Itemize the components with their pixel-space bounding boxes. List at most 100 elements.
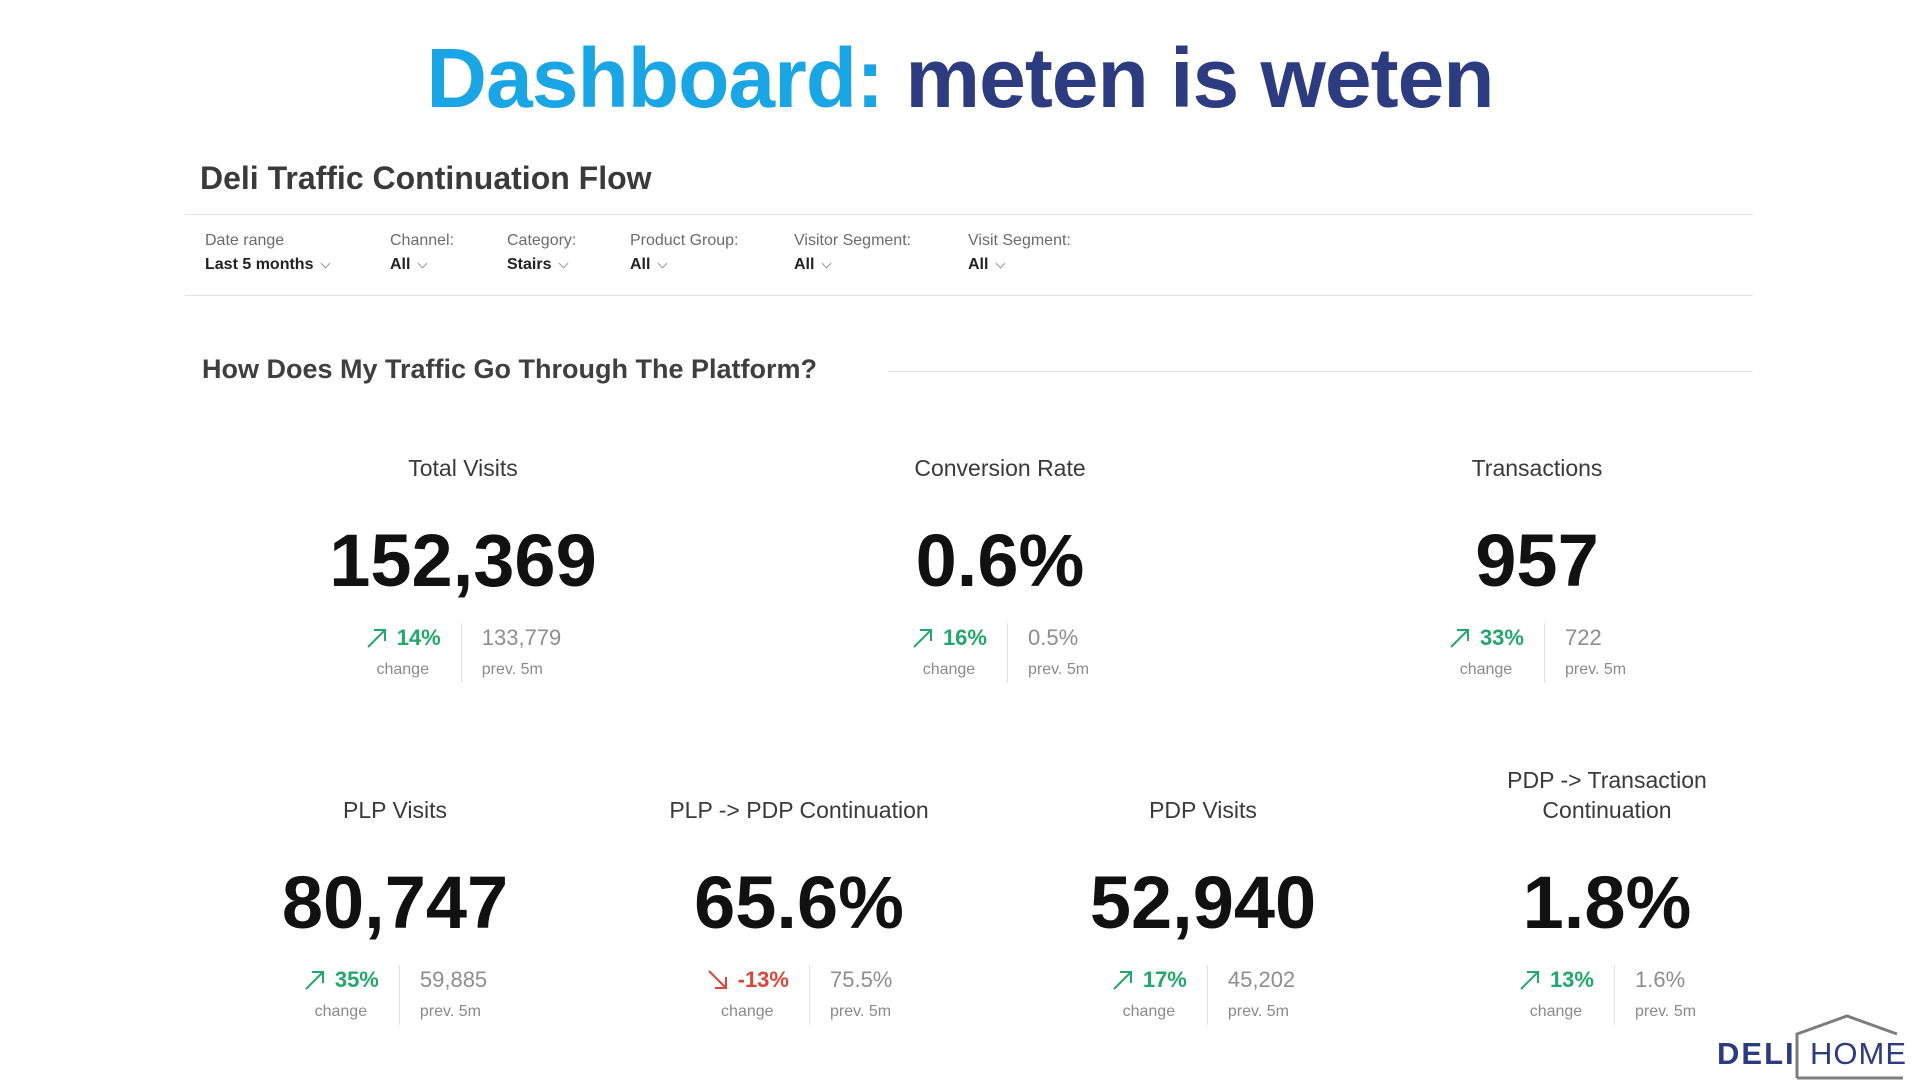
- metric-pdp-transaction-continuation: PDP -> Transaction Continuation 1.8% 13%…: [1377, 765, 1837, 1025]
- change-column: 35% change: [303, 965, 400, 1025]
- metric-value: 52,940: [1089, 861, 1317, 944]
- change-percent: -13%: [737, 967, 789, 992]
- dashboard-title: Deli Traffic Continuation Flow: [200, 160, 652, 196]
- change-value: 14%: [365, 623, 441, 653]
- previous-column: 0.5% prev. 5m: [1008, 623, 1089, 683]
- filter-value: All: [968, 256, 989, 273]
- change-column: -13% change: [706, 965, 810, 1025]
- previous-caption: prev. 5m: [829, 1003, 892, 1020]
- change-column: 33% change: [1448, 623, 1545, 683]
- chevron-down-icon: [996, 258, 1006, 268]
- arrow-up-right-icon: [1520, 971, 1539, 990]
- arrow-down-right-icon: [707, 970, 727, 989]
- deli-home-logo: DELI HOME: [1717, 1012, 1907, 1080]
- metric-comparison: 16% change 0.5% prev. 5m: [770, 623, 1230, 683]
- metric-comparison: 14% change 133,779 prev. 5m: [233, 623, 693, 683]
- filter-visitor-segment[interactable]: Visitor Segment: All: [794, 232, 911, 274]
- previous-caption: prev. 5m: [1227, 1003, 1289, 1020]
- filter-category[interactable]: Category: Stairs: [507, 232, 576, 274]
- chevron-down-icon: [321, 258, 331, 268]
- header-divider: [185, 214, 1753, 215]
- previous-value: 45,202: [1227, 967, 1296, 992]
- previous-caption: prev. 5m: [1564, 661, 1627, 678]
- change-caption: change: [721, 1003, 774, 1020]
- filter-label: Date range: [205, 232, 285, 249]
- previous-column: 75.5% prev. 5m: [810, 965, 892, 1025]
- metric-total-visits: Total Visits 152,369 14% change 133,779 …: [233, 423, 693, 683]
- house-outline-icon: [1795, 1014, 1903, 1080]
- metric-value: 1.8%: [1522, 861, 1692, 944]
- section-rule: [888, 371, 1753, 372]
- previous-column: 59,885 prev. 5m: [400, 965, 487, 1025]
- filter-label: Visit Segment:: [968, 232, 1071, 249]
- change-percent: 16%: [942, 625, 987, 650]
- metric-comparison: 33% change 722 prev. 5m: [1307, 623, 1767, 683]
- change-percent: 33%: [1479, 625, 1524, 650]
- metric-plp-pdp-continuation: PLP -> PDP Continuation 65.6% -13% chang…: [569, 765, 1029, 1025]
- change-value: 16%: [911, 623, 987, 653]
- change-value: 33%: [1448, 623, 1524, 653]
- metric-label: Total Visits: [408, 455, 518, 481]
- filter-dropdown[interactable]: All: [390, 256, 454, 274]
- filter-value: Last 5 months: [205, 256, 314, 273]
- chevron-down-icon: [559, 258, 569, 268]
- metric-plp-visits: PLP Visits 80,747 35% change 59,885 prev…: [165, 765, 625, 1025]
- change-caption: change: [1459, 661, 1513, 678]
- metric-comparison: 13% change 1.6% prev. 5m: [1377, 965, 1837, 1025]
- chevron-down-icon: [658, 258, 668, 268]
- previous-caption: prev. 5m: [1634, 1003, 1697, 1020]
- change-percent: 14%: [396, 625, 441, 650]
- chevron-down-icon: [418, 258, 428, 268]
- metric-value: 80,747: [281, 861, 509, 944]
- filter-dropdown[interactable]: Last 5 months: [205, 256, 331, 274]
- filter-channel[interactable]: Channel: All: [390, 232, 454, 274]
- filter-dropdown[interactable]: All: [968, 256, 1071, 274]
- metric-value: 0.6%: [915, 519, 1085, 602]
- arrow-up-right-icon: [366, 629, 386, 648]
- filter-label: Channel:: [390, 232, 455, 249]
- previous-value: 722: [1564, 625, 1602, 650]
- filter-dropdown[interactable]: Stairs: [507, 256, 576, 274]
- metric-comparison: -13% change 75.5% prev. 5m: [569, 965, 1029, 1025]
- previous-value: 59,885: [419, 967, 488, 992]
- previous-column: 722 prev. 5m: [1545, 623, 1626, 683]
- filter-product-group[interactable]: Product Group: All: [630, 232, 739, 274]
- previous-caption: prev. 5m: [481, 661, 543, 678]
- metric-label: Transactions: [1471, 455, 1603, 481]
- filter-value: Stairs: [507, 256, 552, 273]
- change-value: 13%: [1518, 965, 1594, 995]
- filter-label: Product Group:: [630, 232, 739, 249]
- previous-value: 75.5%: [829, 967, 893, 992]
- change-column: 14% change: [365, 623, 462, 683]
- metric-label: Conversion Rate: [914, 455, 1086, 481]
- filter-value: All: [794, 256, 815, 273]
- slide-title-accent: Dashboard:: [426, 31, 884, 125]
- change-caption: change: [314, 1003, 368, 1020]
- previous-caption: prev. 5m: [419, 1003, 481, 1020]
- previous-value: 0.5%: [1027, 625, 1079, 650]
- filter-divider: [185, 295, 1753, 296]
- arrow-up-right-icon: [913, 629, 932, 648]
- filter-value: All: [390, 256, 411, 273]
- change-caption: change: [922, 661, 976, 678]
- previous-value: 1.6%: [1634, 967, 1686, 992]
- metric-pdp-visits: PDP Visits 52,940 17% change 45,202 prev…: [973, 765, 1433, 1025]
- arrow-up-right-icon: [1113, 971, 1132, 990]
- filter-date-range[interactable]: Date range Last 5 months: [205, 232, 331, 274]
- change-caption: change: [1122, 1003, 1176, 1020]
- previous-column: 45,202 prev. 5m: [1208, 965, 1295, 1025]
- filter-dropdown[interactable]: All: [794, 256, 911, 274]
- metric-value: 65.6%: [694, 861, 904, 944]
- change-value: -13%: [706, 965, 789, 995]
- change-column: 13% change: [1518, 965, 1615, 1025]
- previous-caption: prev. 5m: [1027, 661, 1090, 678]
- previous-value: 133,779: [481, 625, 562, 650]
- metric-comparison: 17% change 45,202 prev. 5m: [973, 965, 1433, 1025]
- filter-visit-segment[interactable]: Visit Segment: All: [968, 232, 1071, 274]
- change-column: 17% change: [1111, 965, 1208, 1025]
- metric-label: PLP -> PDP Continuation: [669, 797, 929, 823]
- filter-dropdown[interactable]: All: [630, 256, 739, 274]
- section-title: How Does My Traffic Go Through The Platf…: [202, 354, 818, 384]
- previous-column: 133,779 prev. 5m: [462, 623, 562, 683]
- logo-text-home: HOME: [1810, 1036, 1907, 1071]
